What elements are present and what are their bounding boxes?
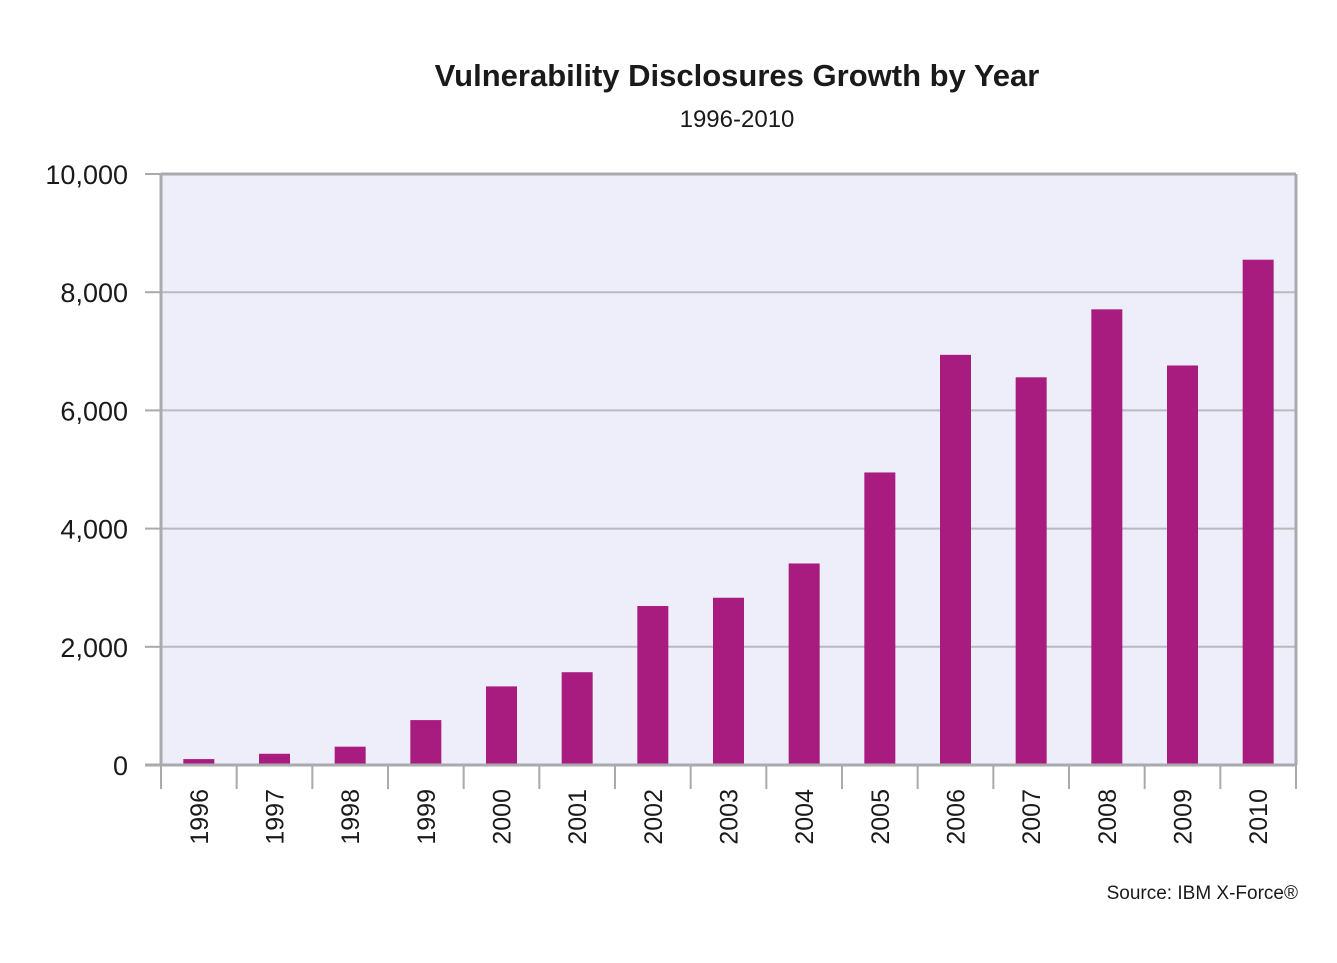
bar-1996 [183, 759, 215, 765]
x-tick-label: 1997 [262, 789, 290, 845]
y-tick-label: 2,000 [60, 633, 128, 663]
x-tick-label: 1999 [413, 789, 441, 845]
y-tick-label: 8,000 [60, 278, 128, 308]
x-tick-label: 2007 [1018, 789, 1046, 845]
y-tick-label: 6,000 [60, 396, 128, 426]
x-tick-label: 2005 [867, 789, 895, 845]
x-tick-label: 2008 [1094, 789, 1122, 845]
y-tick-label: 4,000 [60, 515, 128, 545]
bar-2006 [940, 354, 971, 765]
bar-2009 [1167, 365, 1198, 765]
bar-2008 [1091, 309, 1123, 765]
x-tick-label: 2004 [791, 789, 819, 845]
x-tick-label: 2001 [564, 789, 592, 845]
y-tick-label: 0 [113, 751, 128, 781]
bar-2004 [788, 563, 820, 765]
bar-2002 [637, 606, 669, 765]
bar-2000 [486, 686, 517, 765]
bar-2001 [561, 672, 593, 765]
x-tick-label: 2000 [489, 789, 517, 845]
x-axis: 1996 1997 1998 1999 2000 2001 2002 2003 2004 2005… [160, 765, 1297, 845]
bar-2005 [864, 472, 896, 765]
bar-1998 [334, 746, 366, 765]
bar-2007 [1015, 377, 1047, 765]
source-note: Source: IBM X-Force® [1107, 883, 1298, 904]
plot-frame [145, 172, 1298, 767]
x-tick-label: 2003 [716, 789, 744, 845]
x-tick-label: 1998 [337, 789, 365, 845]
bar-1999 [410, 720, 442, 765]
x-tick-label: 2006 [943, 789, 971, 845]
y-tick-label: 10,000 [45, 160, 128, 190]
chart-title: Vulnerability Disclosures Growth by Year [435, 58, 1040, 93]
bar-1997 [259, 753, 290, 765]
x-tick-label: 2002 [640, 789, 668, 845]
x-tick-label: 2009 [1170, 789, 1198, 845]
bar-2010 [1242, 259, 1274, 765]
bar-2003 [713, 597, 744, 765]
y-axis: 0 2,000 4,000 6,000 8,000 10,000 [45, 160, 161, 781]
x-tick-label: 1996 [186, 789, 214, 845]
x-tick-label: 2010 [1245, 789, 1273, 845]
bars [183, 259, 1274, 765]
chart-subtitle: 1996-2010 [680, 106, 795, 133]
